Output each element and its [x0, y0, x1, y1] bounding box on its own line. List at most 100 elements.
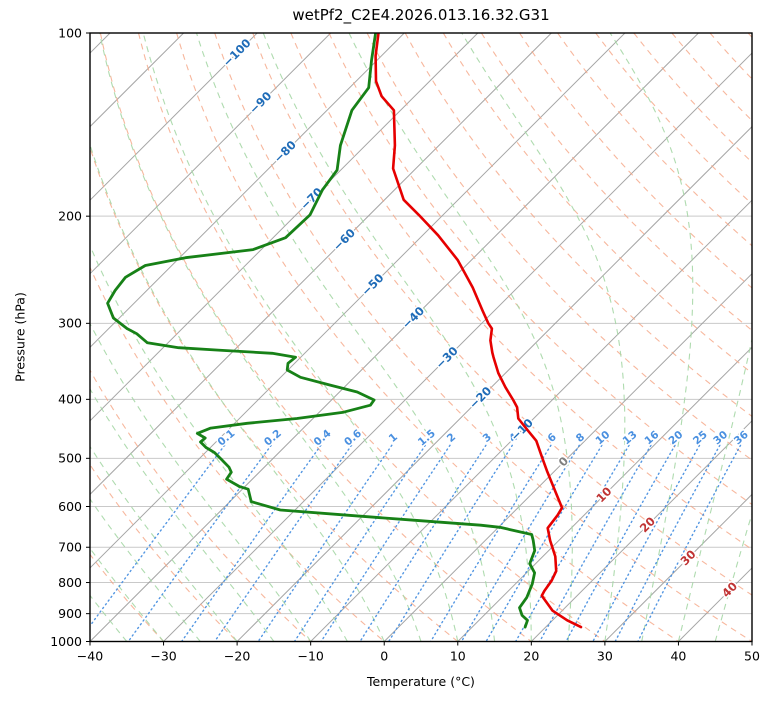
- moist-adiabat-line: [714, 511, 752, 642]
- isotherm-line: [530, 420, 752, 642]
- isotherm-line: [383, 273, 752, 642]
- x-axis-label: Temperature (°C): [367, 674, 475, 689]
- isotherm-line: [90, 33, 405, 348]
- dry-adiabat-line: [328, 33, 752, 506]
- mixing-ratio-line: [127, 444, 272, 642]
- dry-adiabat-line: [519, 33, 752, 289]
- x-tick-label: −10: [297, 649, 323, 664]
- mixing-ratio-label: 25: [691, 429, 710, 448]
- dry-adiabat-line: [709, 33, 752, 80]
- isotherm-line: [90, 33, 479, 422]
- mixing-ratio-label: 0.4: [312, 427, 334, 448]
- isotherm-line: [90, 33, 184, 128]
- x-tick-label: −20: [224, 649, 250, 664]
- dewpoint-profile-line: [106, 33, 537, 629]
- y-tick-label: 400: [58, 392, 82, 407]
- isotherm-line: [236, 125, 752, 642]
- isotherm-label: −50: [359, 271, 387, 299]
- mixing-ratio-label: 2: [445, 431, 458, 445]
- x-tick-label: 0: [380, 649, 388, 664]
- moist-adiabat-line: [99, 33, 422, 642]
- mixing-ratio-line: [614, 444, 721, 642]
- moist-adiabat-line: [461, 33, 626, 642]
- chart-title: wetPf2_C2E4.2026.013.16.32.G31: [292, 6, 550, 24]
- mixing-ratio-line: [539, 444, 652, 642]
- dry-adiabat-line: [176, 33, 679, 642]
- x-tick-label: 30: [597, 649, 613, 664]
- dry-adiabat-line: [90, 266, 385, 642]
- y-tick-label: 100: [58, 25, 82, 40]
- mixing-ratio-line: [257, 444, 393, 642]
- y-tick-label: 200: [58, 208, 82, 223]
- dry-adiabat-line: [442, 33, 752, 374]
- dry-adiabat-line: [366, 33, 752, 461]
- moist-adiabat-line: [90, 445, 238, 642]
- x-tick-label: −30: [150, 649, 176, 664]
- isotherm-line: [90, 33, 699, 642]
- isotherm-label: −90: [246, 89, 274, 117]
- y-tick-label: 900: [58, 606, 82, 621]
- moist-adiabat-line: [195, 33, 496, 642]
- mixing-ratio-label: 36: [732, 429, 751, 448]
- mixing-ratio-line: [320, 444, 451, 642]
- moist-adiabat-line: [751, 639, 752, 642]
- moist-adiabat-line: [677, 336, 752, 642]
- mixing-ratio-line: [515, 444, 630, 642]
- isotherm-line: [90, 33, 626, 569]
- isotherm-line: [90, 33, 552, 496]
- dry-adiabat-line: [90, 369, 312, 642]
- moist-adiabat-line: [90, 387, 275, 642]
- plot-area: 0.1 0.2 0.4 0.6 1 1.5 2 3 4 6 8 10 13 16 20 25 30 36−100−…: [90, 33, 752, 642]
- x-tick-label: 10: [450, 649, 466, 664]
- isotherm-line: [751, 640, 752, 642]
- mixing-ratio-label: 0.2: [262, 427, 284, 448]
- isotherm-label: 0: [556, 454, 572, 470]
- moist-adiabat-line: [90, 244, 348, 642]
- mixing-ratio-line: [359, 444, 487, 642]
- isotherm-label: −70: [297, 185, 325, 213]
- y-tick-label: 500: [58, 451, 82, 466]
- isotherm-line: [457, 346, 752, 642]
- mixing-ratio-line: [293, 444, 426, 642]
- x-tick-label: 40: [670, 649, 686, 664]
- dry-adiabat-line: [595, 33, 752, 205]
- dry-adiabat-line: [90, 463, 238, 642]
- dry-adiabat-line: [214, 33, 752, 642]
- y-tick-label: 300: [58, 316, 82, 331]
- mixing-ratio-line: [637, 444, 742, 642]
- mixing-ratio-line: [460, 444, 580, 642]
- mixing-ratio-line: [565, 444, 676, 642]
- mixing-ratio-label: 1.5: [416, 427, 438, 448]
- mixing-ratio-line: [181, 444, 322, 642]
- y-tick-label: 1000: [50, 634, 82, 649]
- temperature-profile-line: [374, 33, 583, 629]
- mixing-ratio-line: [430, 444, 552, 642]
- isotherm-line: [310, 199, 752, 642]
- dry-adiabat-line: [480, 33, 752, 332]
- mixing-ratio-line: [388, 444, 513, 642]
- mixing-ratio-line: [592, 444, 701, 642]
- moist-adiabat-line: [90, 322, 312, 642]
- mixing-ratio-label: 13: [621, 429, 640, 448]
- isotherm-line: [604, 493, 752, 642]
- moist-adiabat-line: [609, 33, 694, 642]
- isotherm-line: [678, 567, 752, 642]
- y-tick-label: 700: [58, 540, 82, 555]
- isotherm-label: −100: [220, 36, 254, 70]
- dry-adiabat-line: [99, 33, 532, 642]
- mixing-ratio-label: 0.6: [342, 427, 364, 448]
- isotherm-line: [90, 33, 258, 201]
- mixing-ratio-label: 1: [387, 431, 400, 445]
- mixing-ratio-line: [485, 444, 603, 642]
- mixing-ratio-label: 16: [643, 429, 662, 448]
- moist-adiabat-line: [142, 33, 459, 642]
- mixing-ratio-line: [90, 444, 226, 628]
- isotherm-line: [90, 33, 332, 275]
- dry-adiabat-line: [290, 33, 752, 551]
- dry-adiabat-line: [252, 33, 752, 596]
- y-tick-label: 600: [58, 499, 82, 514]
- x-tick-label: −40: [77, 649, 103, 664]
- isotherm-label: −20: [466, 384, 494, 412]
